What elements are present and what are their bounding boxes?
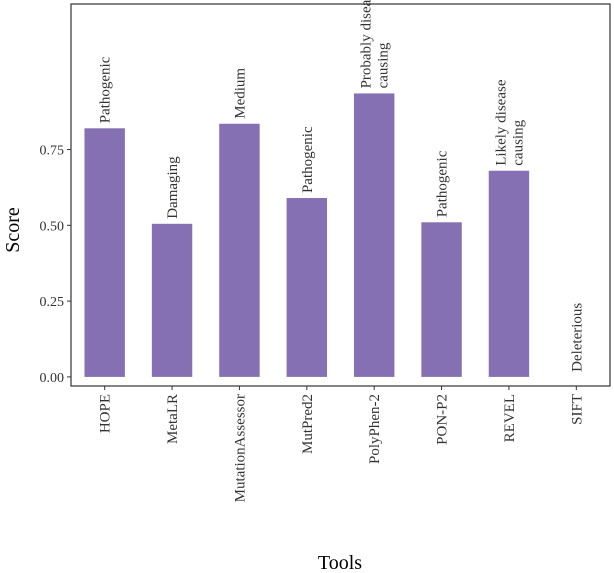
bar-label: Pathogenic (98, 56, 114, 123)
x-axis: HOPE MetaLR MutationAssessor MutPred2 PolyPh… (98, 386, 585, 502)
bar-label: Likely disease (493, 79, 509, 166)
bar-mutpred2 (286, 198, 328, 377)
bar-pon-p2 (421, 222, 462, 377)
x-tick-label: SIFT (569, 394, 585, 425)
bars-layer (84, 93, 530, 377)
bar-label: causing (510, 119, 526, 165)
bar-mutationassessor (219, 123, 260, 377)
y-tick-label: 0.00 (40, 371, 65, 386)
y-tick-label: 0.25 (40, 295, 65, 310)
bar-hope (84, 128, 125, 377)
bar-label: Probably disease (359, 0, 375, 88)
bar-revel (488, 170, 530, 377)
bar-label: causing (376, 42, 392, 88)
y-axis: 0.00 0.25 0.50 0.75 (40, 144, 71, 386)
x-tick-label: REVEL (502, 394, 518, 442)
x-tick-label: PON-P2 (435, 394, 451, 445)
x-tick-label: MetaLR (165, 394, 181, 444)
bar-label: Medium (232, 68, 248, 119)
x-tick-label: HOPE (98, 394, 114, 433)
x-tick-label: MutationAssessor (232, 394, 248, 502)
bar-labels-layer: Pathogenic Damaging Medium Pathogenic Probab… (98, 0, 586, 372)
x-tick-label: MutPred2 (300, 394, 316, 454)
y-tick-label: 0.50 (40, 219, 65, 234)
y-axis-title: Score (2, 207, 24, 253)
bar-metalr (151, 223, 193, 377)
y-tick-label: 0.75 (40, 144, 65, 159)
x-axis-title: Tools (318, 552, 362, 573)
x-tick-label: PolyPhen-2 (367, 394, 383, 464)
bar-label: Deleterious (569, 303, 585, 372)
bar-polyphen-2 (353, 93, 395, 377)
bar-label: Damaging (165, 156, 181, 219)
bar-label: Pathogenic (300, 126, 316, 193)
bar-label: Pathogenic (435, 150, 451, 217)
